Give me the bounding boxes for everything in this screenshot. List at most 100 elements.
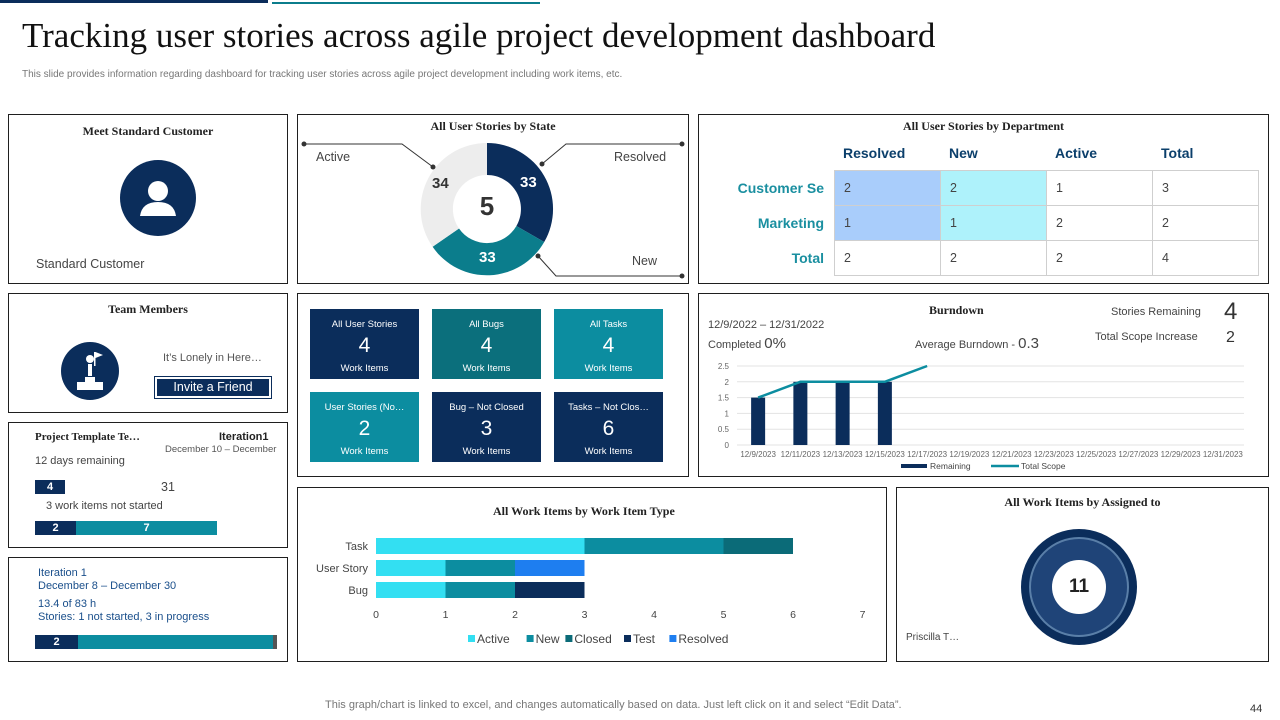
legend-label-test: Test xyxy=(633,632,656,646)
state-label-active: Active xyxy=(316,150,351,164)
dept-col-active: Active xyxy=(1055,145,1098,161)
bar-category-label: Bug xyxy=(348,585,368,597)
table-cell: 1 xyxy=(1046,170,1153,206)
user-avatar-icon xyxy=(120,160,196,236)
donut-slice-active xyxy=(420,142,487,247)
leader-line-resolved xyxy=(541,143,682,165)
template-bar1: 4 xyxy=(35,480,65,494)
tile-unit: Work Items xyxy=(340,363,389,374)
tile-label: All Bugs xyxy=(469,319,504,330)
team-lonely-text: It’s Lonely in Here… xyxy=(163,352,262,364)
assigned-title: All Work Items by Assigned to xyxy=(1004,495,1161,509)
tile-all-bugs[interactable]: All Bugs 4 Work Items xyxy=(432,309,541,379)
scope-increase-value: 2 xyxy=(1226,329,1235,346)
legend-label-resolved: Resolved xyxy=(678,632,728,646)
tile-unit: Work Items xyxy=(462,363,511,374)
bar-segment-new xyxy=(445,582,515,598)
burndown-date-range: 12/9/2022 – 12/31/2022 xyxy=(708,319,825,331)
tile-all-tasks[interactable]: All Tasks 4 Work Items xyxy=(554,309,663,379)
dept-col-new: New xyxy=(949,145,978,161)
department-table: 2 2 1 3 1 1 2 2 2 2 2 4 xyxy=(834,170,1259,276)
bar-segment-resolved xyxy=(515,560,585,576)
template-not-started: 3 work items not started xyxy=(46,500,163,512)
tile-label: User Stories (No… xyxy=(324,402,405,413)
x-tick: 7 xyxy=(860,609,866,621)
tiles-panel: All User Stories 4 Work Items All Bugs 4… xyxy=(297,293,689,477)
template-iteration: Iteration1 xyxy=(219,431,269,443)
dept-row-total: Total xyxy=(791,250,824,266)
burndown-bar xyxy=(751,397,766,445)
iteration-bar-value: 2 xyxy=(35,635,78,649)
tile-label: Bug – Not Closed xyxy=(449,402,524,413)
burndown-average: Average Burndown - 0.3 xyxy=(915,335,1039,352)
average-value: 0.3 xyxy=(1018,335,1040,352)
table-cell: 2 xyxy=(1046,240,1153,276)
tile-unit: Work Items xyxy=(462,446,511,457)
burndown-bar xyxy=(793,381,808,445)
tile-value: 3 xyxy=(480,417,493,440)
x-tick: 0 xyxy=(373,609,379,621)
customer-panel: Meet Standard Customer Standard Customer xyxy=(8,114,288,284)
tile-unit: Work Items xyxy=(340,446,389,457)
x-tick: 5 xyxy=(721,609,727,621)
x-tick: 4 xyxy=(651,609,657,621)
tile-value: 4 xyxy=(358,334,371,357)
x-tick: 6 xyxy=(790,609,796,621)
state-panel: All User Stories by State Active Resolve… xyxy=(297,114,689,284)
template-dates: December 10 – December xyxy=(165,444,277,455)
tile-unit: Work Items xyxy=(584,363,633,374)
legend-swatch-remaining xyxy=(901,464,927,468)
completed-label: Completed xyxy=(708,339,762,351)
leader-line-new xyxy=(537,255,682,277)
dept-row-marketing: Marketing xyxy=(757,215,824,231)
top-accent-bar xyxy=(0,0,268,3)
burndown-x-tick: 12/17/2023 xyxy=(907,450,948,459)
customer-title: Meet Standard Customer xyxy=(82,124,214,138)
stories-remaining-value: 4 xyxy=(1224,298,1238,325)
tile-label: Tasks – Not Clos… xyxy=(568,402,649,413)
department-title: All User Stories by Department xyxy=(902,119,1065,133)
burndown-chart: 0 0.5 1 1.5 2 2.5 12/9/2023 12/11/2023 12/13/202… xyxy=(718,362,1244,471)
tile-bug-not-closed[interactable]: Bug – Not Closed 3 Work Items xyxy=(432,392,541,462)
burndown-y-tick: 0 xyxy=(725,441,730,450)
x-tick: 3 xyxy=(582,609,588,621)
page-number: 44 xyxy=(1250,703,1263,715)
burndown-panel: Burndown 12/9/2022 – 12/31/2022 Complete… xyxy=(698,293,1269,477)
legend-label-closed: Closed xyxy=(574,632,611,646)
table-cell: 2 xyxy=(1152,205,1259,241)
burndown-completed: Completed 0% xyxy=(708,335,786,352)
average-label: Average Burndown - xyxy=(915,339,1016,351)
x-tick: 1 xyxy=(443,609,449,621)
state-value-resolved: 33 xyxy=(520,174,537,191)
burndown-x-tick: 12/25/2023 xyxy=(1076,450,1117,459)
bar-segment-active xyxy=(376,538,585,554)
template-bar1-total: 31 xyxy=(161,480,175,494)
bar-segment-closed xyxy=(723,538,793,554)
state-label-new: New xyxy=(632,254,658,268)
invite-friend-button[interactable]: Invite a Friend xyxy=(154,376,272,399)
assigned-person: Priscilla T… xyxy=(906,632,960,643)
legend-swatch-closed xyxy=(565,635,573,642)
tile-value: 4 xyxy=(480,334,493,357)
tile-user-stories-not-closed[interactable]: User Stories (No… 2 Work Items xyxy=(310,392,419,462)
scope-increase-label: Total Scope Increase xyxy=(1095,331,1198,343)
table-row: 2 2 1 3 xyxy=(834,170,1259,206)
completed-value: 0% xyxy=(764,335,786,352)
tile-all-user-stories[interactable]: All User Stories 4 Work Items xyxy=(310,309,419,379)
burndown-x-tick: 12/13/2023 xyxy=(823,450,864,459)
table-cell: 4 xyxy=(1152,240,1259,276)
state-value-new: 33 xyxy=(479,249,496,266)
table-cell: 3 xyxy=(1152,170,1259,206)
state-value-active: 34 xyxy=(432,175,449,192)
leader-line-active xyxy=(304,143,434,168)
burndown-x-tick: 12/29/2023 xyxy=(1161,450,1202,459)
iteration-title: Iteration 1 xyxy=(38,567,87,579)
template-panel: Project Template Te… Iteration1 December… xyxy=(8,422,288,548)
legend-label-remaining: Remaining xyxy=(930,461,971,471)
tile-tasks-not-closed[interactable]: Tasks – Not Clos… 6 Work Items xyxy=(554,392,663,462)
team-podium-icon xyxy=(61,342,119,400)
burndown-y-tick: 2.5 xyxy=(718,362,730,371)
page-subtitle: This slide provides information regardin… xyxy=(22,69,623,80)
legend-label-scope: Total Scope xyxy=(1021,461,1066,471)
burndown-x-tick: 12/11/2023 xyxy=(781,450,821,459)
